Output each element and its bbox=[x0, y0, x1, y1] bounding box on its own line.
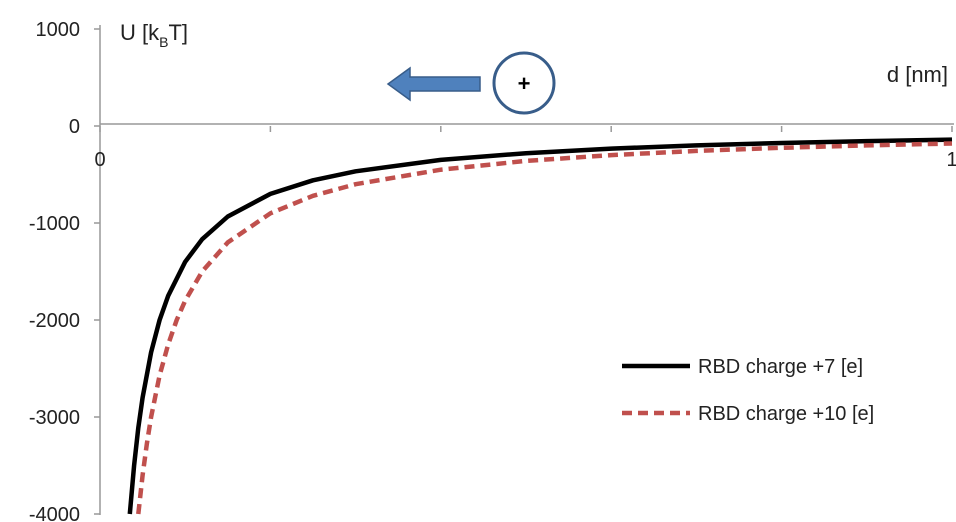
legend: RBD charge +7 [e] RBD charge +10 [e] bbox=[622, 356, 874, 425]
positive-charge-icon bbox=[492, 51, 556, 115]
charge-symbol: + bbox=[518, 71, 531, 96]
charge-annotation: + bbox=[386, 51, 556, 115]
legend-label-series-1: RBD charge +7 [e] bbox=[698, 356, 863, 378]
x-axis-title: d [nm] bbox=[887, 62, 948, 87]
series-line-2 bbox=[136, 141, 953, 515]
legend-label-series-2: RBD charge +10 [e] bbox=[698, 403, 874, 425]
y-tick-label: -3000 bbox=[29, 407, 80, 429]
y-tick-label: -1000 bbox=[29, 213, 80, 235]
left-arrow-icon bbox=[386, 66, 481, 102]
series-line-1 bbox=[127, 137, 953, 515]
x-tick-label: 0 bbox=[94, 149, 105, 171]
y-axis-title: U [kBT] bbox=[120, 20, 188, 50]
y-tick-label: 1000 bbox=[36, 19, 81, 41]
y-tick-label: -4000 bbox=[29, 504, 80, 522]
y-tick-label: -2000 bbox=[29, 310, 80, 332]
y-tick-group: 1000 0 -1000 -2000 -3000 -4000 bbox=[29, 19, 100, 522]
y-tick-label: 0 bbox=[69, 116, 80, 138]
x-tick-label: 1 bbox=[946, 149, 956, 171]
series-layer bbox=[127, 137, 953, 515]
